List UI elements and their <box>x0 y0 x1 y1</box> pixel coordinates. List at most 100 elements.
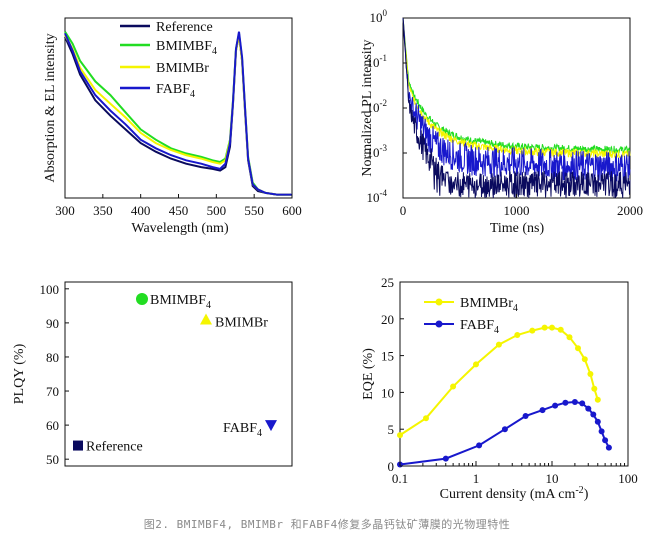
point-reference <box>73 440 83 451</box>
legend-label-bmimbf4: BMIMBF4 <box>156 39 217 57</box>
series-group <box>397 324 612 468</box>
series-line-bmimbf4 <box>64 31 292 196</box>
series-line-reference <box>64 34 292 196</box>
y-axis-label: Normalized PL intensity <box>360 39 375 176</box>
y-tick-exponent: -2 <box>380 98 388 108</box>
legend-label-bmimbf4-sub: 4 <box>212 46 217 57</box>
x-axis-label-main: Current density (mA cm <box>440 487 576 502</box>
x-tick-group: 0 1000 2000 <box>400 194 643 218</box>
y-axis-label: PLQY (%) <box>12 343 27 404</box>
x-tick-label: 450 <box>169 203 189 218</box>
data-point-fabf4 <box>571 399 578 405</box>
point-label-main: FABF <box>223 421 257 436</box>
data-point-bmimbr <box>575 345 581 352</box>
y-tick-group: 0 5 10 15 20 25 <box>381 275 404 474</box>
x-tick-label: 0.1 <box>392 471 408 486</box>
data-point-bmimbr <box>581 356 588 363</box>
y-tick-label: 0 <box>388 459 395 474</box>
figure-caption: 图2. BMIMBF4, BMIMBr 和FABF4修复多晶钙钛矿薄膜的光物理特… <box>143 518 511 531</box>
y-tick-exponent: -1 <box>380 53 388 63</box>
x-tick-label: 1 <box>473 471 480 486</box>
legend-label-bmimbr: BMIMBr4 <box>460 296 518 314</box>
y-tick-exponent: 0 <box>383 8 388 18</box>
data-point-fabf4 <box>594 418 601 425</box>
data-point-fabf4 <box>501 426 508 433</box>
legend-label-fabf4-sub: 4 <box>494 325 499 336</box>
y-tick-label: 100 <box>40 282 60 297</box>
data-point-bmimbr <box>473 361 479 368</box>
y-tick-label: 10 <box>381 385 394 400</box>
x-tick-label: 1000 <box>504 203 530 218</box>
data-point-fabf4 <box>598 428 605 435</box>
x-tick-label: 500 <box>207 203 227 218</box>
data-point-bmimbr <box>594 396 601 403</box>
data-point-fabf4 <box>522 413 529 419</box>
point-label-sub: 4 <box>257 428 262 439</box>
data-point-fabf4 <box>562 399 569 406</box>
legend-label-fabf4: FABF4 <box>156 82 195 100</box>
y-tick-exponent: -4 <box>380 188 388 198</box>
legend-label-fabf4-main: FABF <box>460 318 494 333</box>
series-line-fabf4 <box>64 31 292 196</box>
x-tick-label: 0 <box>400 203 407 218</box>
point-label-sub: 4 <box>206 300 211 311</box>
y-tick-label: 90 <box>46 316 59 331</box>
y-axis-label: Absorption & EL intensity <box>43 33 58 182</box>
series-group <box>64 31 292 196</box>
legend-label-bmimbf4-main: BMIMBF <box>156 39 212 54</box>
y-tick-base: 10 <box>370 10 383 25</box>
data-point-fabf4 <box>579 400 586 407</box>
x-tick-label: 550 <box>244 203 264 218</box>
series-line-bmimbr <box>399 326 599 436</box>
point-label-bmimbr: BMIMBr <box>215 315 268 330</box>
data-point-bmimbr <box>591 385 598 392</box>
data-point-bmimbr <box>397 432 403 439</box>
data-point-bmimbr <box>566 334 573 341</box>
data-point-fabf4 <box>552 402 559 409</box>
x-axis-label-sup: -2 <box>575 485 583 496</box>
data-point-bmimbr <box>450 383 457 390</box>
data-point-bmimbr <box>495 341 502 348</box>
panel-eqe: 0.1 1 10 100 0 5 10 15 20 25 Current density (mA… <box>361 275 638 502</box>
panel-absorption-el: 300 350 400 450 500 550 600 Wavelength (nm) Ab… <box>43 17 302 236</box>
point-label-main: Reference <box>86 440 143 455</box>
point-label-bmimbf4: BMIMBF4 <box>150 293 211 311</box>
data-point-bmimbr <box>557 326 564 333</box>
legend: BMIMBr4 FABF4 <box>424 296 518 336</box>
point-label-reference: Reference <box>86 440 143 455</box>
series-line-fabf4 <box>402 17 631 182</box>
y-tick-label: 10-2 <box>367 98 388 115</box>
x-axis-label: Wavelength (nm) <box>131 221 229 236</box>
x-tick-label: 2000 <box>617 203 643 218</box>
point-bmimbf4 <box>136 293 148 306</box>
data-point-fabf4 <box>602 437 609 444</box>
data-point-fabf4 <box>476 442 483 449</box>
series-line-bmimbr <box>402 18 631 160</box>
series-group <box>402 17 631 199</box>
legend: Reference BMIMBF4 BMIMBr FABF4 <box>120 20 217 100</box>
x-axis-label: Time (ns) <box>490 221 545 236</box>
y-tick-label: 10-1 <box>367 53 388 70</box>
y-tick-label: 10-3 <box>367 143 388 160</box>
data-point-bmimbr <box>514 332 521 338</box>
y-axis-label: EQE (%) <box>361 348 376 400</box>
series-line-fabf4 <box>399 400 610 466</box>
legend-label-bmimbr-sub: 4 <box>513 303 518 314</box>
x-tick-label: 10 <box>546 471 559 486</box>
point-label-main: BMIMBF <box>150 293 206 308</box>
data-point-fabf4 <box>585 405 592 412</box>
point-bmimbr <box>200 313 212 325</box>
data-point-bmimbr <box>587 371 594 377</box>
legend-label-reference: Reference <box>156 20 213 35</box>
y-tick-base: 10 <box>367 145 380 160</box>
y-tick-label: 50 <box>46 452 59 467</box>
x-tick-label: 100 <box>618 471 638 486</box>
x-tick-label: 600 <box>282 203 302 218</box>
x-axis-label-end: ) <box>584 487 589 502</box>
data-point-bmimbr <box>541 324 548 331</box>
y-tick-label: 80 <box>46 350 59 365</box>
point-label-fabf4: FABF4 <box>223 421 262 439</box>
data-point-bmimbr <box>529 327 536 334</box>
